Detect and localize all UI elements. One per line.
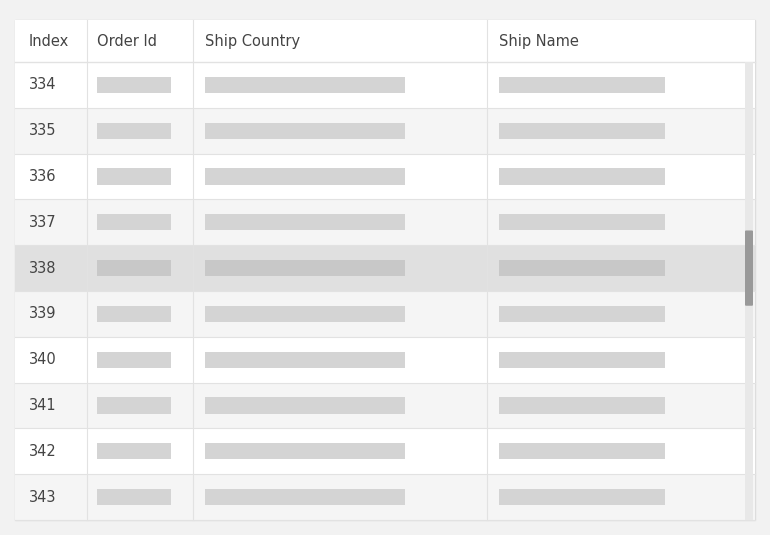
FancyBboxPatch shape (745, 231, 753, 305)
Bar (205, 306, 405, 322)
Bar (205, 398, 405, 414)
Bar (205, 123, 405, 139)
Text: Order Id: Order Id (97, 34, 157, 49)
Text: 334: 334 (29, 78, 56, 93)
Text: 340: 340 (29, 352, 57, 367)
Bar (15, 245, 755, 291)
Bar (499, 398, 665, 414)
Bar (15, 200, 755, 245)
Text: Ship Country: Ship Country (205, 34, 300, 49)
Text: 341: 341 (29, 398, 57, 413)
Bar (745, 62, 753, 520)
Bar (97, 489, 171, 505)
Text: 338: 338 (29, 261, 56, 276)
Bar (97, 77, 171, 93)
Bar (499, 351, 665, 368)
Text: 343: 343 (29, 490, 56, 505)
Bar (15, 474, 755, 520)
Text: 342: 342 (29, 444, 57, 459)
Bar (97, 169, 171, 185)
Bar (205, 351, 405, 368)
Bar (15, 20, 755, 62)
Bar (15, 383, 755, 429)
Text: Index: Index (29, 34, 69, 49)
Text: Ship Name: Ship Name (499, 34, 579, 49)
Bar (97, 123, 171, 139)
Bar (15, 429, 755, 474)
Bar (499, 123, 665, 139)
Bar (15, 337, 755, 383)
Bar (205, 260, 405, 276)
Bar (15, 108, 755, 154)
Bar (97, 398, 171, 414)
Bar (499, 306, 665, 322)
Bar (499, 215, 665, 230)
Bar (97, 306, 171, 322)
Bar (15, 154, 755, 200)
Bar (205, 77, 405, 93)
Bar (499, 444, 665, 460)
Bar (97, 260, 171, 276)
Bar (205, 215, 405, 230)
Text: 339: 339 (29, 307, 56, 322)
Text: 337: 337 (29, 215, 57, 230)
Bar (15, 62, 755, 108)
Bar (15, 291, 755, 337)
Bar (499, 77, 665, 93)
Bar (97, 444, 171, 460)
Bar (499, 169, 665, 185)
Bar (97, 215, 171, 230)
Bar (97, 351, 171, 368)
Bar (499, 260, 665, 276)
Bar (499, 489, 665, 505)
Bar (205, 169, 405, 185)
Text: 336: 336 (29, 169, 56, 184)
Text: 335: 335 (29, 123, 56, 138)
Bar (205, 444, 405, 460)
Bar (205, 489, 405, 505)
